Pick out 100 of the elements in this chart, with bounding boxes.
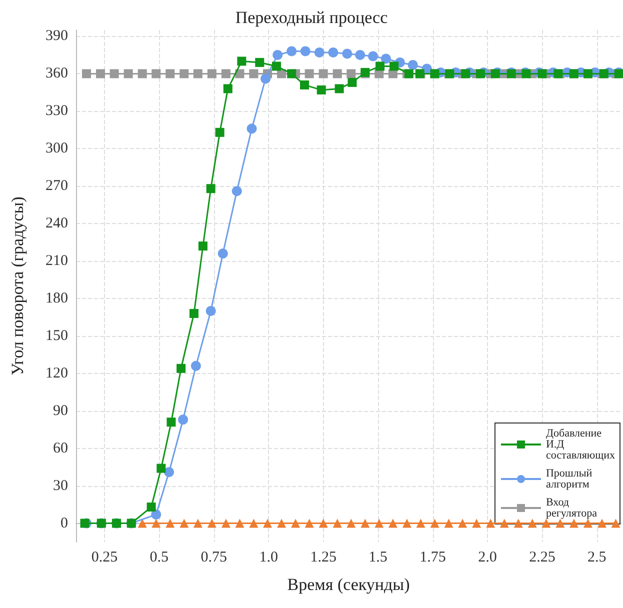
point <box>287 69 296 78</box>
point <box>166 69 175 78</box>
legend-label: Добавление И.Д составляющих <box>546 428 616 462</box>
y-tick-label: 180 <box>46 290 68 306</box>
point <box>189 308 198 318</box>
point <box>180 518 189 528</box>
point <box>461 69 470 78</box>
x-tick-label: 1.75 <box>420 550 446 566</box>
point <box>318 69 328 78</box>
point <box>221 69 230 78</box>
y-tick-label: 60 <box>53 440 68 456</box>
y-tick-label: 210 <box>46 253 68 270</box>
y-tick-label: 30 <box>53 478 68 494</box>
y-tick-label: 330 <box>46 103 68 120</box>
point <box>221 518 230 528</box>
point <box>207 69 216 78</box>
point <box>152 69 161 78</box>
point <box>368 51 378 62</box>
point <box>151 510 162 520</box>
point <box>193 518 202 528</box>
point <box>472 518 482 528</box>
point <box>390 62 399 71</box>
point <box>376 62 385 71</box>
point <box>146 502 156 512</box>
point <box>388 518 398 528</box>
y-tick-label: 390 <box>46 28 68 44</box>
point <box>416 518 426 528</box>
point <box>249 69 258 78</box>
point <box>332 518 342 528</box>
point <box>556 518 565 528</box>
x-tick-label: 1.25 <box>310 550 336 566</box>
point <box>255 58 264 67</box>
point <box>318 518 328 528</box>
point <box>207 518 216 528</box>
point <box>528 518 537 528</box>
point <box>304 69 314 78</box>
point <box>374 518 384 528</box>
legend-label: Вход регулятора <box>546 496 598 520</box>
point <box>286 46 297 56</box>
x-tick-label: 0.75 <box>200 550 228 566</box>
point <box>180 69 189 78</box>
y-tick-label: 0 <box>60 515 68 532</box>
point <box>206 184 216 194</box>
point <box>360 518 370 528</box>
point <box>346 518 356 528</box>
point <box>260 74 271 84</box>
point <box>215 128 224 137</box>
point <box>597 518 606 528</box>
y-tick-label: 300 <box>46 140 68 157</box>
point <box>583 518 592 528</box>
point <box>190 360 201 371</box>
y-tick-label: 120 <box>46 365 68 382</box>
point <box>300 80 310 90</box>
point <box>291 518 300 528</box>
point <box>304 518 314 528</box>
point <box>300 46 310 56</box>
point <box>249 518 258 528</box>
point <box>348 78 357 87</box>
point <box>569 518 578 528</box>
point <box>232 186 242 196</box>
point <box>346 69 356 78</box>
x-tick-label: 1.0 <box>259 550 278 566</box>
point <box>156 464 166 473</box>
y-tick-label: 240 <box>46 216 68 232</box>
point <box>355 50 366 60</box>
point <box>476 69 485 78</box>
y-tick-label: 150 <box>46 328 68 344</box>
point <box>542 518 551 528</box>
x-tick-label: 2.25 <box>529 550 556 566</box>
x-tick-label: 0.25 <box>91 550 118 566</box>
y-tick-label: 90 <box>53 402 68 419</box>
point <box>514 518 523 528</box>
point <box>218 248 228 259</box>
point <box>314 47 324 58</box>
y-tick-label: 270 <box>46 178 68 194</box>
point <box>334 84 344 94</box>
point <box>272 62 281 71</box>
x-tick-label: 2.5 <box>588 550 606 566</box>
point <box>96 69 106 78</box>
point <box>272 50 283 60</box>
point <box>486 518 496 528</box>
x-tick-label: 0.5 <box>150 550 169 566</box>
point <box>458 518 468 528</box>
point <box>246 124 257 134</box>
point <box>500 518 509 528</box>
point <box>198 242 208 251</box>
point <box>164 467 174 478</box>
point <box>402 518 412 528</box>
point <box>316 85 326 94</box>
point <box>166 518 175 528</box>
point <box>178 414 188 425</box>
point <box>611 518 620 528</box>
point <box>263 518 272 528</box>
point <box>328 47 338 58</box>
point <box>490 69 500 78</box>
point <box>235 518 244 528</box>
point <box>430 518 440 528</box>
point <box>223 84 232 94</box>
point <box>332 69 342 78</box>
point <box>193 69 202 78</box>
